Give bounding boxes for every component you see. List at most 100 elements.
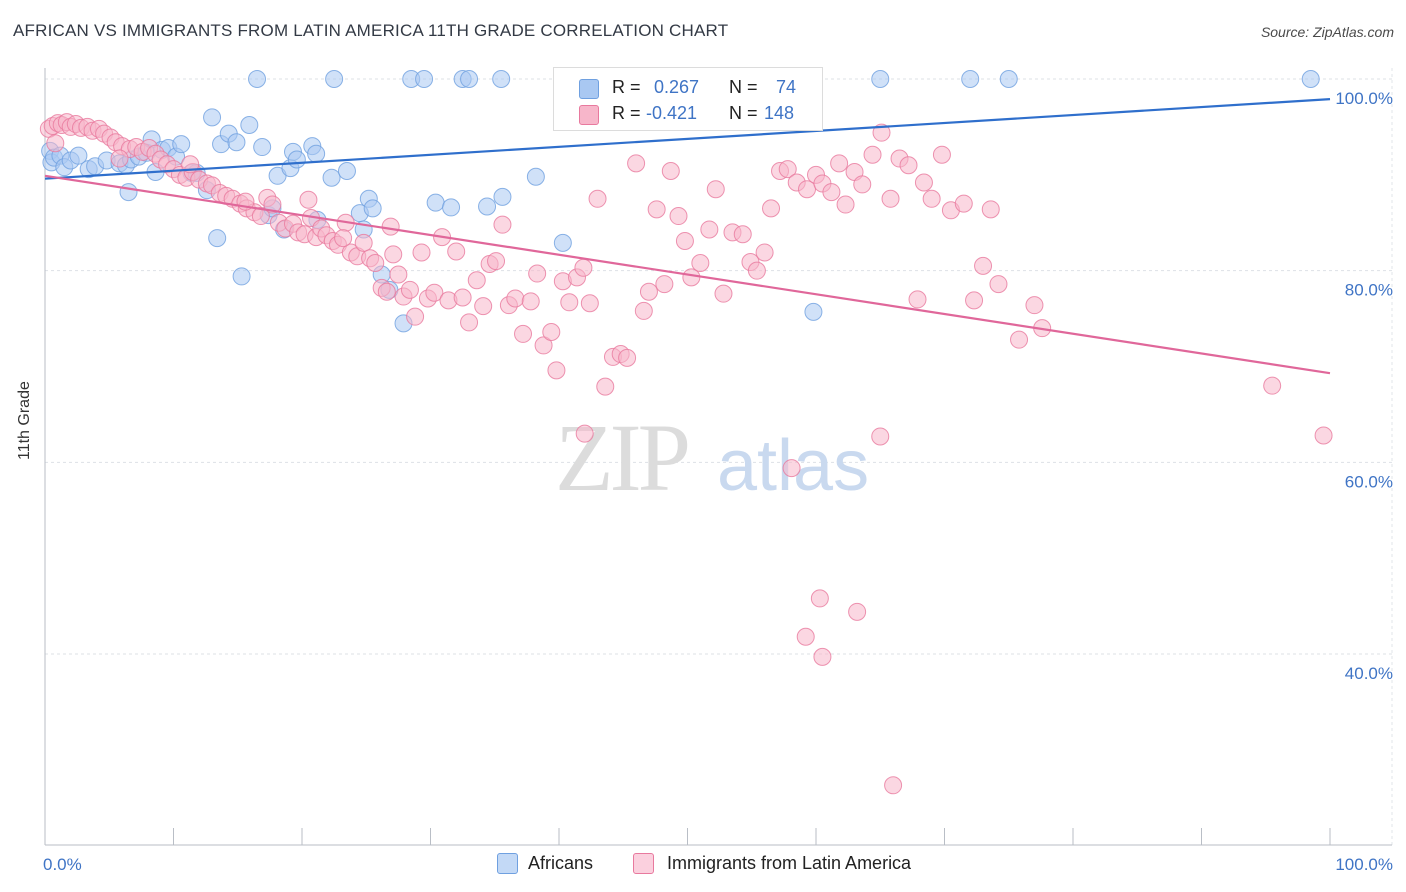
y-tick-label: 40.0% <box>1345 664 1393 683</box>
data-point-africans <box>492 70 511 88</box>
data-point-latin-america <box>954 194 973 213</box>
data-point-latin-america <box>1025 296 1044 315</box>
data-point-africans <box>172 135 191 154</box>
data-point-latin-america <box>627 154 646 173</box>
data-point-latin-america <box>691 254 710 272</box>
series-legend: Africans Immigrants from Latin America <box>0 853 1406 877</box>
data-point-latin-america <box>871 427 890 446</box>
data-point-latin-america <box>881 189 900 208</box>
data-point-latin-america <box>381 217 400 236</box>
data-point-latin-america <box>884 776 903 795</box>
data-point-latin-america <box>922 189 941 208</box>
data-point-latin-america <box>661 162 680 180</box>
data-point-latin-america <box>706 180 725 199</box>
data-point-latin-america <box>747 261 766 280</box>
data-point-latin-america <box>733 225 752 244</box>
legend-swatch-africans <box>579 79 599 99</box>
data-point-latin-america <box>521 292 540 311</box>
data-point-latin-america <box>813 647 832 666</box>
chart-title: AFRICAN VS IMMIGRANTS FROM LATIN AMERICA… <box>13 21 729 40</box>
data-point-latin-america <box>778 160 797 179</box>
data-point-africans <box>526 167 545 186</box>
y-tick-label: 100.0% <box>1335 89 1393 108</box>
data-point-africans <box>248 70 267 88</box>
y-tick-label: 80.0% <box>1345 281 1393 300</box>
series-latin-america-points <box>39 113 1333 795</box>
data-point-africans <box>227 133 246 152</box>
data-point-latin-america <box>534 336 553 355</box>
legend-r-label: R = <box>612 77 641 97</box>
legend-label-africans: Africans <box>528 853 594 873</box>
data-point-latin-america <box>542 323 561 341</box>
data-point-africans <box>478 197 497 216</box>
data-point-latin-america <box>647 200 666 219</box>
data-point-latin-america <box>493 215 512 234</box>
correlation-legend: R = 0.267 N = 74 R = -0.421 N = 148 <box>553 67 823 131</box>
data-point-latin-america <box>377 282 396 301</box>
data-point-latin-america <box>675 231 694 250</box>
data-point-latin-america <box>354 233 373 252</box>
data-point-africans <box>553 233 572 252</box>
data-point-latin-america <box>714 284 733 303</box>
trend-line-latin-america <box>44 174 1331 375</box>
data-point-latin-america <box>263 195 282 214</box>
data-point-latin-america <box>639 282 658 301</box>
data-point-latin-america <box>334 229 353 248</box>
data-point-latin-america <box>547 361 566 380</box>
data-point-latin-america <box>575 424 594 443</box>
gridlines <box>45 68 1393 845</box>
data-point-africans <box>203 108 222 127</box>
data-point-latin-america <box>251 207 270 226</box>
data-point-latin-america <box>836 195 855 214</box>
data-point-africans <box>337 162 356 180</box>
data-point-latin-america <box>447 242 466 261</box>
data-point-latin-america <box>914 173 933 192</box>
legend-swatch-africans <box>497 853 518 874</box>
data-point-latin-america <box>853 175 872 194</box>
data-point-latin-america <box>1010 330 1029 349</box>
legend-n-label: N = <box>729 77 758 97</box>
data-point-latin-america <box>848 602 867 621</box>
data-point-latin-america <box>796 627 815 646</box>
data-point-latin-america <box>406 307 425 326</box>
data-point-latin-america <box>634 301 653 320</box>
data-point-latin-america <box>655 275 674 294</box>
data-point-latin-america <box>872 123 891 142</box>
data-point-latin-america <box>863 145 882 164</box>
data-point-africans <box>415 70 434 88</box>
data-point-latin-america <box>989 275 1008 294</box>
legend-r-label: R = <box>612 103 641 123</box>
data-point-latin-america <box>453 288 472 307</box>
data-point-africans <box>426 193 445 212</box>
x-tick-label: 0.0% <box>43 855 82 874</box>
data-point-latin-america <box>669 207 688 226</box>
data-point-latin-america <box>528 264 547 283</box>
legend-row-africans: R = 0.267 N = 74 <box>554 75 822 101</box>
data-point-africans <box>999 70 1018 88</box>
data-point-latin-america <box>560 293 579 312</box>
data-point-latin-america <box>574 258 593 277</box>
watermark: ZIP atlas <box>555 404 869 511</box>
legend-row-latin-america: R = -0.421 N = 148 <box>554 101 822 127</box>
data-point-latin-america <box>700 220 719 239</box>
data-point-africans <box>325 70 344 88</box>
data-point-latin-america <box>580 294 599 313</box>
data-point-latin-america <box>596 377 615 396</box>
data-point-latin-america <box>425 283 444 302</box>
data-point-africans <box>871 70 890 88</box>
axes <box>44 68 1392 846</box>
data-point-latin-america <box>366 254 385 272</box>
data-point-latin-america <box>487 252 506 271</box>
legend-swatch-latin-america <box>633 853 654 874</box>
data-point-africans <box>961 70 980 88</box>
data-point-latin-america <box>899 156 918 175</box>
data-point-latin-america <box>908 290 927 309</box>
x-tick-label: 100.0% <box>1335 855 1393 874</box>
data-point-latin-america <box>965 291 984 310</box>
data-point-latin-america <box>467 271 486 290</box>
data-point-africans <box>804 302 823 321</box>
trend-lines <box>44 98 1331 375</box>
data-point-latin-america <box>110 149 129 168</box>
data-point-africans <box>119 183 138 202</box>
